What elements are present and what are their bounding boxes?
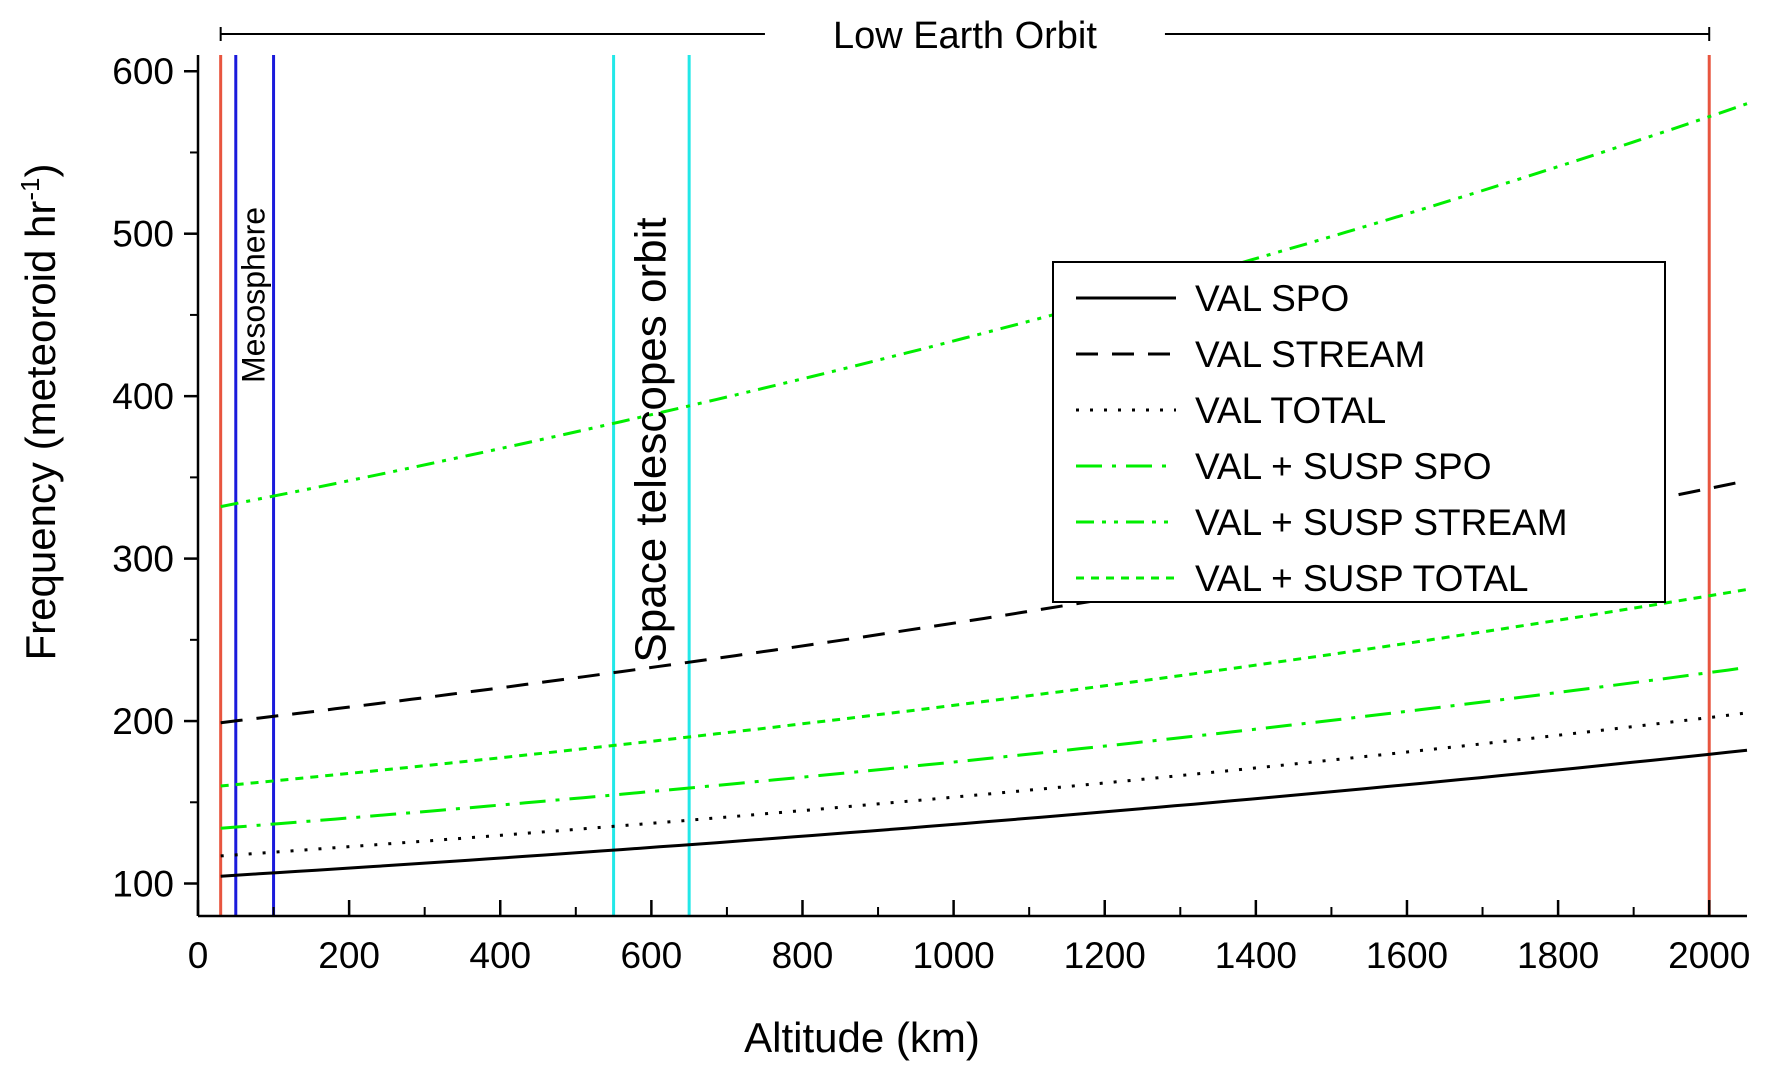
legend-label-3: VAL + SUSP SPO (1195, 446, 1492, 487)
legend: VAL SPO VAL STREAM VAL TOTAL VAL + SUSP SPO… (1052, 261, 1666, 603)
x-tick-label: 2000 (1668, 935, 1750, 976)
legend-box (1052, 261, 1666, 603)
x-axis-title: Altitude (km) (744, 1014, 980, 1061)
series-line-5 (220, 588, 1748, 788)
reference-lines (219, 55, 1711, 916)
legend-label-5: VAL + SUSP TOTAL (1195, 558, 1529, 599)
series-line-4 (220, 102, 1748, 509)
leo-label: Low Earth Orbit (833, 15, 1097, 57)
x-tick-label: 600 (620, 935, 682, 976)
series-line-0 (220, 748, 1748, 878)
x-tick-label: 800 (772, 935, 834, 976)
x-tick-label: 1800 (1517, 935, 1599, 976)
x-tick-label: 0 (188, 935, 209, 976)
x-axis-ticks: 0 200 400 600 800 1000 1200 1400 1600 1800 2000 (188, 900, 1750, 976)
y-tick-label: 600 (112, 51, 174, 92)
x-tick-label: 1600 (1366, 935, 1448, 976)
legend-label-2: VAL TOTAL (1195, 390, 1386, 431)
x-tick-label: 1400 (1215, 935, 1297, 976)
x-tick-label: 1000 (912, 935, 994, 976)
series-line-1 (220, 479, 1748, 725)
series-line-3 (220, 665, 1748, 830)
y-axis-title-main: Frequency (meteoroid hr (17, 201, 64, 661)
y-axis-title-superscript: -1 (15, 178, 45, 201)
y-tick-label: 200 (112, 701, 174, 742)
y-tick-label: 500 (112, 214, 174, 255)
x-tick-label: 400 (469, 935, 531, 976)
y-tick-label: 100 (112, 864, 174, 905)
y-axis-ticks: 100 200 300 400 500 600 (112, 51, 198, 905)
series-lines (220, 102, 1748, 878)
leo-bracket: Low Earth Orbit (219, 15, 1711, 57)
y-axis-title: Frequency (meteoroid hr-1) (15, 164, 64, 661)
x-tick-label: 1200 (1064, 935, 1146, 976)
y-tick-label: 400 (112, 376, 174, 417)
telescopes-label: Space telescopes orbit (626, 217, 675, 662)
y-tick-label: 300 (112, 539, 174, 580)
legend-label-4: VAL + SUSP STREAM (1195, 502, 1568, 543)
legend-label-0: VAL SPO (1195, 278, 1349, 319)
x-tick-label: 200 (318, 935, 380, 976)
mesosphere-label: Mesosphere (236, 207, 272, 383)
y-axis-title-close: ) (17, 164, 64, 178)
legend-label-1: VAL STREAM (1195, 334, 1425, 375)
